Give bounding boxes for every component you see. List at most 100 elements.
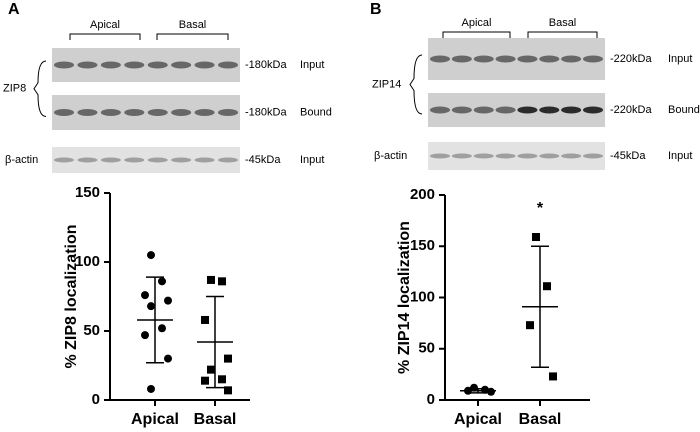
data-point — [207, 275, 215, 284]
blot-band — [473, 153, 494, 159]
data-point — [532, 233, 540, 242]
blot-band — [124, 61, 145, 69]
blot-band — [77, 61, 98, 69]
blot-band — [517, 153, 538, 159]
blot-band — [171, 61, 192, 69]
blot-band — [583, 153, 603, 159]
blot-band — [583, 55, 603, 63]
blot-band — [171, 157, 192, 163]
blot-band — [430, 153, 450, 159]
blot-band — [473, 55, 494, 63]
data-point — [481, 385, 489, 394]
bracket — [156, 33, 229, 40]
size-label: -220kDa — [610, 104, 652, 116]
brace — [33, 60, 47, 117]
blot-band — [194, 157, 215, 163]
fraction-label: Input — [668, 53, 692, 65]
blot-band — [430, 55, 450, 63]
size-label: -180kDa — [245, 106, 287, 118]
data-point — [549, 372, 557, 381]
y-tick-label: 100 — [75, 253, 100, 270]
y-tick-label: 150 — [75, 184, 100, 201]
y-axis-label: % ZIP8 localization — [63, 224, 80, 368]
group-label: Apical — [462, 17, 492, 29]
x-tick-label: Basal — [194, 411, 237, 428]
blot-image — [52, 147, 240, 173]
bracket — [442, 31, 511, 38]
data-point — [207, 365, 215, 374]
data-point — [218, 277, 226, 286]
brace — [409, 54, 423, 115]
fraction-label: Input — [300, 154, 324, 166]
bracket — [69, 33, 141, 40]
blot-band — [517, 55, 538, 63]
data-point — [158, 324, 166, 333]
row-label: β-actin — [374, 150, 407, 162]
blot-band — [473, 106, 494, 114]
data-point — [487, 387, 495, 396]
data-point — [201, 376, 209, 385]
blot-band — [561, 55, 582, 63]
size-label: -180kDa — [245, 59, 287, 71]
blot-band — [54, 109, 74, 116]
blot-band — [583, 106, 603, 114]
blot-band — [561, 153, 582, 159]
data-point — [164, 354, 172, 363]
row-label: β-actin — [5, 154, 38, 166]
blot-band — [100, 61, 121, 69]
data-point — [164, 296, 172, 305]
protein-label: ZIP8 — [3, 83, 26, 95]
blot-band — [100, 109, 121, 116]
blot-band — [100, 157, 121, 163]
fraction-label: Bound — [668, 104, 700, 116]
fraction-label: Input — [300, 59, 324, 71]
y-tick-label: 0 — [427, 391, 435, 408]
y-tick-label: 100 — [410, 288, 435, 305]
blot-band — [147, 109, 168, 116]
group-label: Basal — [549, 17, 577, 29]
data-point — [470, 383, 478, 392]
blot-band — [539, 153, 560, 159]
fraction-label: Bound — [300, 106, 332, 118]
blot-band — [561, 106, 582, 114]
blot-band — [517, 106, 538, 114]
blot-band — [124, 109, 145, 116]
blot-band — [451, 55, 472, 63]
data-point — [147, 302, 155, 311]
data-point — [141, 331, 149, 340]
size-label: -220kDa — [610, 53, 652, 65]
blot-band — [451, 153, 472, 159]
y-tick-label: 50 — [418, 340, 435, 357]
blot-band — [147, 61, 168, 69]
data-point — [147, 251, 155, 260]
blot-band — [194, 109, 215, 116]
blot-band — [495, 153, 516, 159]
group-label: Basal — [179, 19, 207, 31]
blot-band — [451, 106, 472, 114]
blot-band — [54, 157, 74, 163]
y-tick-label: 150 — [410, 237, 435, 254]
blot-band — [194, 61, 215, 69]
blot-band — [539, 106, 560, 114]
size-label: -45kDa — [245, 154, 281, 166]
annotation: * — [537, 200, 544, 217]
blot-band — [54, 61, 74, 69]
x-tick-label: Basal — [519, 411, 562, 428]
blot-band — [77, 157, 98, 163]
blot-band — [218, 61, 238, 69]
data-point — [201, 315, 209, 324]
y-tick-label: 200 — [410, 186, 435, 203]
x-tick-label: Apical — [131, 411, 179, 428]
blot-band — [124, 157, 145, 163]
blot-band — [147, 157, 168, 163]
data-point — [526, 321, 534, 330]
data-point — [147, 384, 155, 393]
y-tick-label: 50 — [83, 322, 100, 339]
blot-band — [539, 55, 560, 63]
blot-image — [428, 142, 605, 170]
protein-label: ZIP14 — [372, 78, 401, 90]
blot-band — [171, 109, 192, 116]
blot-band — [218, 157, 238, 163]
group-label: Apical — [90, 19, 120, 31]
